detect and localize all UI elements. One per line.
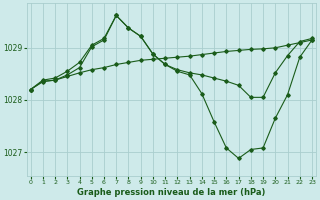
X-axis label: Graphe pression niveau de la mer (hPa): Graphe pression niveau de la mer (hPa) bbox=[77, 188, 266, 197]
